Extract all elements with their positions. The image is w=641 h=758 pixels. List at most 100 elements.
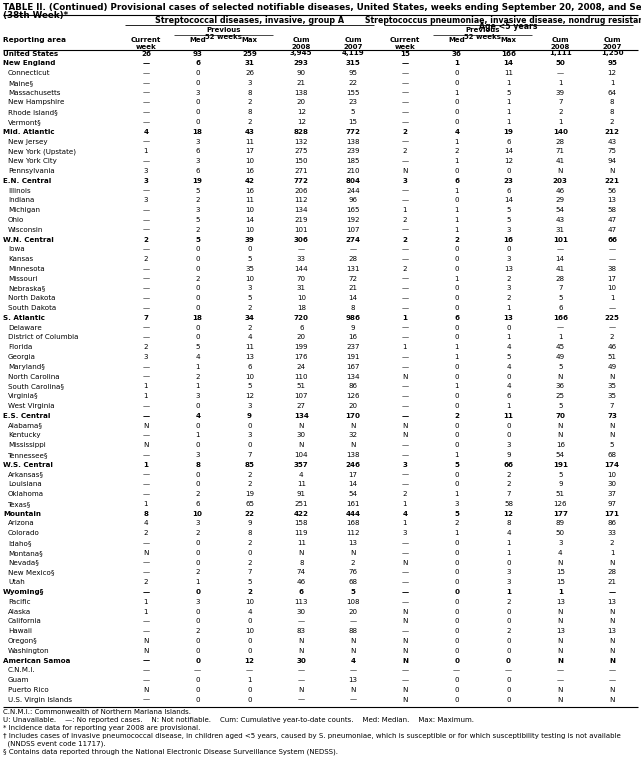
Text: 138: 138: [346, 452, 360, 458]
Text: Max: Max: [501, 37, 517, 43]
Text: 36: 36: [452, 51, 462, 57]
Text: 2: 2: [403, 129, 408, 135]
Text: —: —: [401, 471, 408, 478]
Text: 35: 35: [245, 266, 254, 272]
Text: N: N: [558, 422, 563, 428]
Text: 1: 1: [454, 452, 459, 458]
Text: 0: 0: [247, 687, 252, 693]
Text: 0: 0: [196, 481, 200, 487]
Text: 10: 10: [245, 227, 254, 233]
Text: 237: 237: [346, 344, 360, 350]
Text: 1: 1: [454, 187, 459, 193]
Text: 3: 3: [144, 197, 148, 203]
Text: 5: 5: [454, 462, 459, 468]
Text: —: —: [142, 628, 149, 634]
Text: 10: 10: [193, 511, 203, 517]
Text: 2: 2: [196, 197, 200, 203]
Text: 1: 1: [454, 139, 459, 145]
Text: 2: 2: [454, 521, 459, 527]
Text: 1: 1: [506, 80, 511, 86]
Text: 68: 68: [608, 452, 617, 458]
Text: 73: 73: [607, 413, 617, 418]
Text: 4: 4: [558, 550, 563, 556]
Text: 4: 4: [506, 344, 511, 350]
Text: N: N: [351, 638, 356, 644]
Text: 0: 0: [196, 246, 200, 252]
Text: Idaho§: Idaho§: [8, 540, 31, 546]
Text: 293: 293: [294, 61, 309, 66]
Text: 4: 4: [454, 129, 459, 135]
Text: 0: 0: [454, 109, 459, 115]
Text: 28: 28: [349, 256, 358, 262]
Text: 0: 0: [454, 638, 459, 644]
Text: 6: 6: [558, 305, 563, 311]
Text: N: N: [610, 609, 615, 615]
Text: 20: 20: [297, 99, 306, 105]
Text: 1: 1: [403, 501, 407, 507]
Text: 2: 2: [247, 99, 252, 105]
Text: N: N: [402, 432, 408, 438]
Text: 2: 2: [247, 589, 252, 595]
Text: 0: 0: [454, 687, 459, 693]
Text: 246: 246: [345, 462, 361, 468]
Text: 244: 244: [346, 187, 360, 193]
Text: 3,945: 3,945: [290, 51, 313, 57]
Text: 3: 3: [403, 462, 407, 468]
Text: 1: 1: [144, 609, 148, 615]
Text: 315: 315: [345, 61, 360, 66]
Text: Nebraska§: Nebraska§: [8, 286, 46, 292]
Text: 1: 1: [247, 677, 252, 683]
Text: 0: 0: [454, 589, 459, 595]
Text: 0: 0: [454, 619, 459, 625]
Text: —: —: [142, 70, 149, 76]
Text: —: —: [142, 305, 149, 311]
Text: 0: 0: [454, 393, 459, 399]
Text: 0: 0: [454, 628, 459, 634]
Text: 2: 2: [403, 266, 407, 272]
Text: 1: 1: [506, 334, 511, 340]
Text: —: —: [246, 667, 253, 673]
Text: 3: 3: [506, 579, 511, 585]
Text: 1: 1: [454, 344, 459, 350]
Text: —: —: [401, 589, 408, 595]
Text: 0: 0: [247, 697, 252, 703]
Text: 2: 2: [247, 119, 252, 125]
Text: 0: 0: [506, 687, 511, 693]
Text: 10: 10: [608, 471, 617, 478]
Text: Louisiana: Louisiana: [8, 481, 42, 487]
Text: 11: 11: [503, 413, 513, 418]
Text: (NNDSS event code 11717).: (NNDSS event code 11717).: [3, 741, 106, 747]
Text: 22: 22: [349, 80, 358, 86]
Text: 1: 1: [403, 315, 408, 321]
Text: N: N: [558, 648, 563, 653]
Text: 11: 11: [504, 70, 513, 76]
Text: —: —: [401, 550, 408, 556]
Text: 5: 5: [454, 511, 459, 517]
Text: Med: Med: [448, 37, 465, 43]
Text: 0: 0: [247, 638, 252, 644]
Text: Rhode Island§: Rhode Island§: [8, 109, 58, 115]
Text: 3: 3: [196, 207, 200, 213]
Text: 0: 0: [506, 657, 511, 663]
Text: 5: 5: [196, 187, 200, 193]
Text: 275: 275: [295, 149, 308, 155]
Text: 166: 166: [501, 51, 516, 57]
Text: 5: 5: [506, 207, 511, 213]
Text: Missouri: Missouri: [8, 276, 38, 282]
Text: 14: 14: [349, 481, 358, 487]
Text: 2: 2: [247, 559, 252, 565]
Text: 21: 21: [608, 579, 617, 585]
Text: 94: 94: [608, 158, 617, 164]
Text: 16: 16: [556, 442, 565, 448]
Text: S. Atlantic: S. Atlantic: [3, 315, 45, 321]
Text: 50: 50: [555, 61, 565, 66]
Text: 70: 70: [297, 276, 306, 282]
Text: N: N: [558, 559, 563, 565]
Text: 5: 5: [558, 296, 563, 301]
Text: N: N: [402, 638, 408, 644]
Text: 2: 2: [351, 559, 355, 565]
Text: 0: 0: [506, 609, 511, 615]
Text: N: N: [610, 619, 615, 625]
Text: Cum
2007: Cum 2007: [603, 37, 622, 50]
Text: New Hampshire: New Hampshire: [8, 99, 64, 105]
